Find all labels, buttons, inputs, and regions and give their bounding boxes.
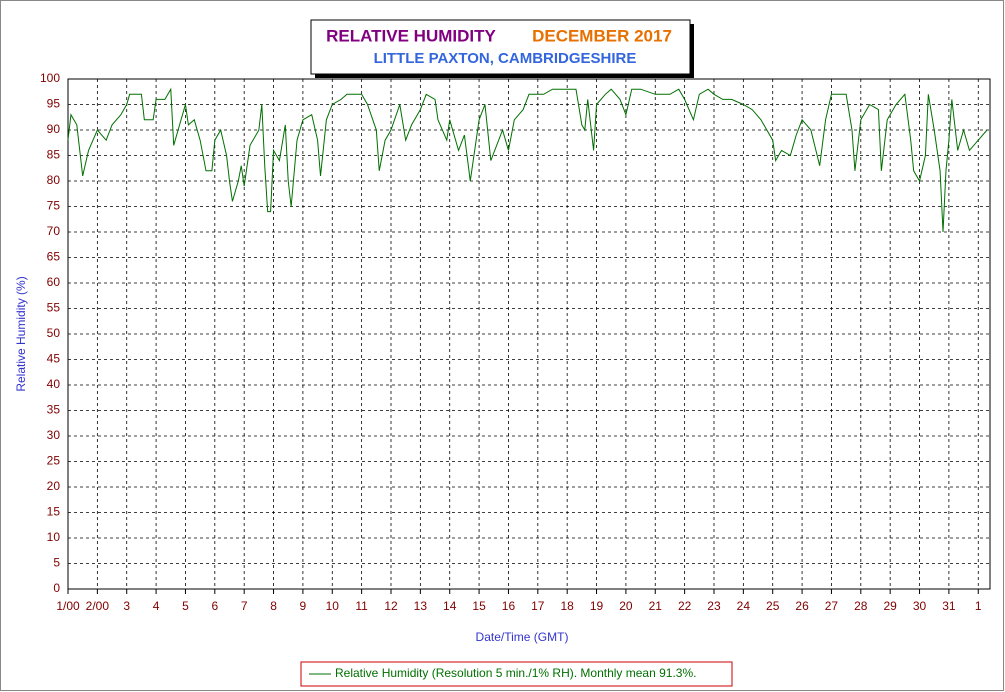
y-tick-label: 95 bbox=[47, 97, 61, 111]
chart-title: RELATIVE HUMIDITY bbox=[326, 26, 496, 45]
x-axis-title: Date/Time (GMT) bbox=[476, 630, 569, 644]
y-tick-label: 45 bbox=[47, 352, 61, 366]
x-tick-label: 28 bbox=[854, 599, 868, 613]
x-tick-label: 24 bbox=[737, 599, 751, 613]
y-tick-label: 90 bbox=[47, 122, 61, 136]
y-tick-label: 10 bbox=[47, 530, 61, 544]
y-tick-label: 20 bbox=[47, 479, 61, 493]
x-tick-label: 17 bbox=[531, 599, 545, 613]
x-tick-label: 10 bbox=[326, 599, 340, 613]
x-tick-label: 5 bbox=[182, 599, 189, 613]
chart-subtitle: LITTLE PAXTON, CAMBRIDGESHIRE bbox=[374, 50, 637, 67]
x-tick-label: 6 bbox=[211, 599, 218, 613]
x-tick-label: 13 bbox=[414, 599, 428, 613]
x-tick-label: 1 bbox=[975, 599, 982, 613]
y-tick-label: 65 bbox=[47, 250, 61, 264]
y-tick-label: 55 bbox=[47, 301, 61, 315]
x-tick-label: 12 bbox=[384, 599, 398, 613]
x-tick-label: 3 bbox=[123, 599, 130, 613]
x-tick-label: 9 bbox=[300, 599, 307, 613]
x-tick-label: 8 bbox=[270, 599, 277, 613]
y-tick-label: 25 bbox=[47, 454, 61, 468]
x-tick-label: 25 bbox=[766, 599, 780, 613]
y-tick-label: 5 bbox=[53, 556, 60, 570]
x-tick-label: 29 bbox=[883, 599, 897, 613]
data-line bbox=[67, 87, 988, 233]
y-tick-label: 80 bbox=[47, 173, 61, 187]
y-axis-title: Relative Humidity (%) bbox=[14, 276, 28, 391]
x-tick-label: 23 bbox=[707, 599, 721, 613]
y-tick-label: 60 bbox=[47, 275, 61, 289]
y-tick-label: 15 bbox=[47, 505, 61, 519]
y-tick-label: 35 bbox=[47, 403, 61, 417]
y-tick-label: 85 bbox=[47, 148, 61, 162]
x-tick-label: 4 bbox=[153, 599, 160, 613]
y-tick-label: 40 bbox=[47, 377, 61, 391]
legend-label: Relative Humidity (Resolution 5 min./1% … bbox=[335, 666, 696, 680]
x-tick-label: 2/00 bbox=[86, 599, 110, 613]
x-tick-label: 31 bbox=[942, 599, 956, 613]
x-tick-label: 26 bbox=[795, 599, 809, 613]
y-tick-label: 50 bbox=[47, 326, 61, 340]
x-tick-label: 21 bbox=[649, 599, 663, 613]
x-tick-label: 16 bbox=[502, 599, 516, 613]
chart-period: DECEMBER 2017 bbox=[532, 26, 672, 45]
y-tick-label: 0 bbox=[53, 581, 60, 595]
legend-box bbox=[300, 661, 733, 687]
y-tick-label: 70 bbox=[47, 224, 61, 238]
x-tick-label: 11 bbox=[355, 599, 368, 613]
x-tick-label: 14 bbox=[443, 599, 457, 613]
x-tick-label: 30 bbox=[913, 599, 927, 613]
x-tick-label: 1/00 bbox=[56, 599, 80, 613]
y-tick-label: 100 bbox=[40, 71, 60, 85]
x-tick-label: 27 bbox=[825, 599, 839, 613]
y-tick-label: 75 bbox=[47, 199, 61, 213]
x-tick-label: 20 bbox=[619, 599, 633, 613]
x-tick-label: 22 bbox=[678, 599, 692, 613]
x-tick-label: 7 bbox=[241, 599, 248, 613]
y-tick-label: 30 bbox=[47, 428, 61, 442]
x-tick-label: 18 bbox=[560, 599, 574, 613]
title-box bbox=[310, 19, 691, 75]
x-tick-label: 19 bbox=[590, 599, 604, 613]
x-tick-label: 15 bbox=[472, 599, 486, 613]
